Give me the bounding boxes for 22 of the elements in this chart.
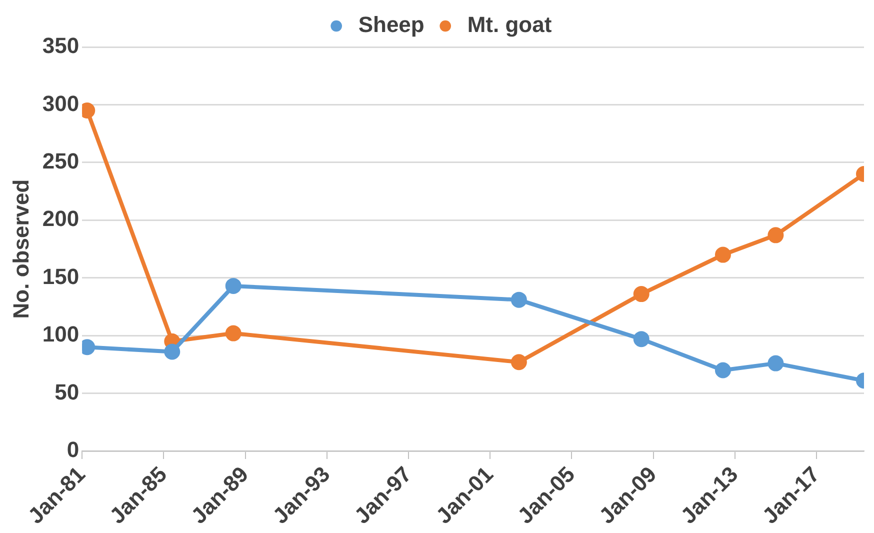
- y-tick-label: 50: [54, 379, 80, 404]
- point: [225, 325, 242, 342]
- y-tick-label: 300: [42, 90, 80, 116]
- point: [714, 246, 731, 263]
- point: [768, 227, 784, 244]
- point: [633, 286, 650, 302]
- point: [225, 278, 242, 294]
- y-tick-label: 0: [66, 437, 80, 462]
- legend-label: Sheep: [358, 12, 424, 38]
- legend-label: Mt. goat: [467, 12, 552, 38]
- y-axis-title: No. observed: [8, 179, 34, 319]
- y-tick-label: 250: [42, 148, 80, 174]
- point: [633, 331, 650, 348]
- point: [510, 354, 527, 370]
- point: [768, 355, 784, 372]
- y-tick-label: 100: [42, 322, 80, 347]
- y-tick-label: 200: [42, 206, 80, 232]
- y-tick-label: 350: [42, 33, 80, 58]
- point: [510, 292, 527, 308]
- point: [714, 362, 731, 378]
- y-tick-label: 150: [42, 264, 80, 289]
- point: [164, 344, 180, 360]
